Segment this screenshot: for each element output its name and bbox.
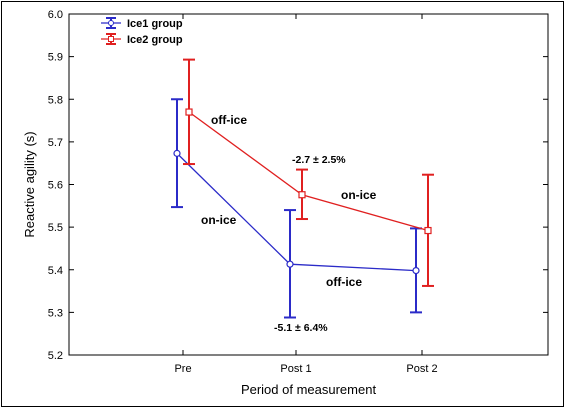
y-tick-label: 5.9 — [48, 52, 63, 64]
legend: Ice1 group Ice2 group — [101, 17, 183, 46]
data-point — [412, 267, 420, 275]
y-tick-label: 5.3 — [48, 307, 63, 319]
legend-marker — [108, 20, 114, 26]
y-tick-label: 5.7 — [48, 137, 63, 149]
data-point — [298, 191, 306, 199]
y-tick-label: 5.6 — [48, 180, 63, 192]
x-tick-label: Post 2 — [406, 363, 437, 375]
legend-label: Ice2 group — [127, 34, 183, 46]
x-tick-label: Post 1 — [280, 363, 311, 375]
y-tick-label: 5.2 — [48, 350, 63, 362]
series-2 — [183, 58, 434, 287]
series-line — [176, 152, 417, 272]
annotation-label: -5.1 ± 6.4% — [274, 322, 328, 334]
plot-area-border — [68, 13, 549, 356]
x-axis-label: Period of measurement — [241, 382, 377, 397]
axes — [68, 13, 549, 356]
annotation-label: on-ice — [341, 188, 377, 202]
data-point — [424, 226, 432, 235]
y-axis-label: Reactive agility (s) — [22, 131, 37, 237]
legend-label: Ice1 group — [127, 18, 183, 30]
series-1 — [171, 98, 422, 319]
y-tick-label: 5.5 — [48, 222, 63, 234]
data-point — [185, 108, 193, 116]
y-tick-label: 6.0 — [48, 9, 63, 21]
x-ticks: Pre Post 1 Post 2 — [174, 14, 438, 375]
data-point — [173, 149, 181, 157]
annotations: off-ice -2.7 ± 2.5% on-ice on-ice off-ice -5.… — [201, 113, 377, 334]
y-tick-label: 5.4 — [48, 265, 63, 277]
legend-marker — [108, 36, 114, 42]
annotation-label: -2.7 ± 2.5% — [292, 154, 346, 166]
y-ticks: 5.2 5.3 5.4 5.5 5.6 5.7 5.8 5.9 6.0 — [48, 9, 548, 362]
annotation-label: off-ice — [326, 275, 362, 289]
series-layer — [171, 58, 434, 319]
data-point — [286, 260, 294, 268]
y-tick-label: 5.8 — [48, 94, 63, 106]
annotation-label: off-ice — [211, 113, 247, 127]
x-tick-label: Pre — [174, 363, 191, 375]
annotation-label: on-ice — [201, 213, 237, 227]
